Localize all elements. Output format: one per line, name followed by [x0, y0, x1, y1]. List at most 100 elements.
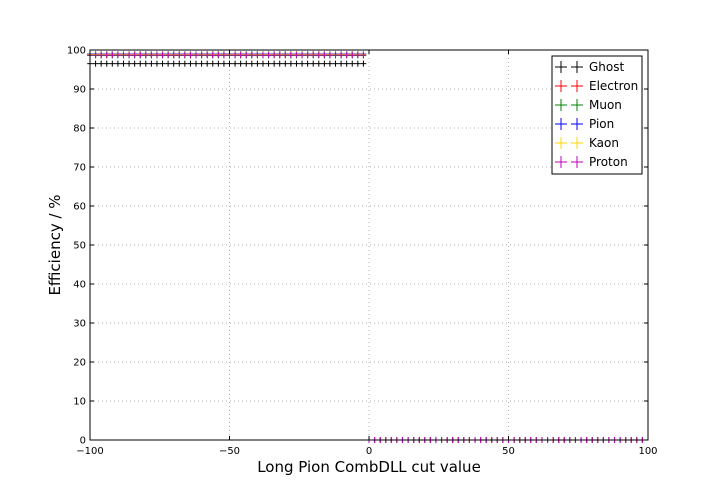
data-point: [98, 60, 104, 67]
y-tick-label: 40: [73, 280, 86, 291]
legend-marker: [571, 61, 583, 73]
data-point: [343, 52, 350, 59]
data-point: [159, 52, 166, 59]
data-point: [98, 52, 104, 59]
data-point: [315, 60, 322, 67]
legend-item-kaon: Kaon: [555, 136, 619, 150]
data-point: [159, 60, 166, 67]
data-point: [193, 52, 199, 59]
legend-marker: [555, 156, 567, 168]
data-point: [92, 60, 99, 67]
y-tick-label: 0: [80, 436, 86, 447]
legend-marker: [571, 80, 583, 92]
x-tick-label: 100: [638, 446, 657, 457]
data-point: [260, 52, 266, 59]
data-point: [92, 52, 99, 59]
data-point: [327, 60, 333, 67]
data-point: [148, 52, 155, 59]
legend-marker: [555, 61, 567, 73]
data-point: [103, 52, 110, 59]
data-point: [327, 52, 333, 59]
x-tick-label: −100: [76, 446, 103, 457]
data-point: [126, 52, 132, 59]
data-point: [332, 60, 339, 67]
data-point: [115, 60, 121, 67]
data-point: [182, 60, 188, 67]
data-point: [170, 60, 177, 67]
data-point: [221, 52, 227, 59]
data-point: [193, 60, 199, 67]
data-point: [338, 52, 344, 59]
y-tick-label: 100: [67, 46, 86, 57]
legend-item-pion: Pion: [555, 117, 614, 131]
data-point: [293, 60, 300, 67]
data-point: [299, 52, 305, 59]
data-point: [187, 52, 194, 59]
x-tick-label: 0: [366, 446, 372, 457]
data-point: [176, 60, 183, 67]
data-point: [148, 60, 155, 67]
legend: Ghost Electron Muon Pion Kaon Proton: [551, 55, 643, 175]
legend-label: Ghost: [589, 60, 624, 74]
legend-marker: [571, 137, 583, 149]
data-point: [221, 60, 227, 67]
y-tick-label: 90: [73, 85, 86, 96]
data-point: [321, 52, 328, 59]
legend-marker: [571, 156, 583, 168]
grid: [90, 50, 648, 440]
data-point: [215, 60, 222, 67]
data-point: [276, 52, 283, 59]
legend-item-proton: Proton: [555, 155, 628, 169]
data-point: [310, 52, 316, 59]
data-point: [282, 52, 289, 59]
data-point: [360, 60, 367, 67]
data-point: [315, 52, 322, 59]
data-point: [170, 52, 177, 59]
data-point: [254, 60, 261, 67]
data-point: [204, 52, 210, 59]
y-tick-label: 80: [73, 124, 86, 135]
data-point: [265, 52, 272, 59]
data-point: [226, 60, 233, 67]
y-tick-label: 50: [73, 241, 86, 252]
data-point: [271, 60, 277, 67]
data-point: [343, 60, 350, 67]
data-point: [355, 52, 361, 59]
legend-marker: [555, 80, 567, 92]
data-point: [209, 52, 216, 59]
data-point: [154, 60, 160, 67]
data-point: [249, 52, 255, 59]
data-point: [355, 60, 361, 67]
legend-label: Muon: [589, 98, 622, 112]
data-point: [103, 60, 110, 67]
data-point: [154, 52, 160, 59]
y-axis-title: Efficiency / %: [46, 194, 64, 295]
legend-box: [551, 55, 643, 175]
data-point: [299, 60, 305, 67]
legend-marker: [555, 137, 567, 149]
data-point: [137, 52, 144, 59]
legend-marker: [555, 99, 567, 111]
x-tick-label: 50: [502, 446, 515, 457]
data-point: [232, 52, 238, 59]
y-tick-label: 60: [73, 202, 86, 213]
data-point: [349, 60, 356, 67]
legend-label: Kaon: [589, 136, 619, 150]
data-point: [304, 52, 311, 59]
y-tick-label: 70: [73, 163, 86, 174]
legend-label: Proton: [589, 155, 628, 169]
data-point: [165, 60, 171, 67]
data-point: [293, 52, 300, 59]
data-point: [332, 52, 339, 59]
legend-marker: [571, 118, 583, 130]
data-point: [143, 52, 149, 59]
legend-item-muon: Muon: [555, 98, 622, 112]
data-point: [276, 60, 283, 67]
data-point: [349, 52, 356, 59]
legend-marker: [555, 118, 567, 130]
data-point: [143, 60, 149, 67]
y-tick-label: 30: [73, 319, 86, 330]
data-point: [232, 60, 238, 67]
data-point: [254, 52, 261, 59]
